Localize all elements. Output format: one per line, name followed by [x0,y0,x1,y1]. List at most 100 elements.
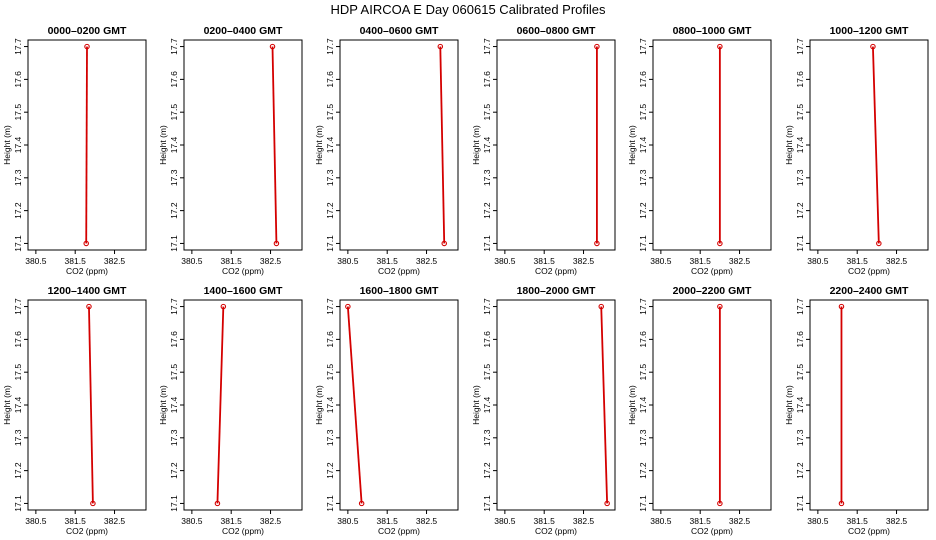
x-tick-label: 381.5 [377,256,399,266]
data-point [273,240,280,247]
data-point [838,303,845,310]
panel-title: 1000–1200 GMT [830,25,909,37]
x-axis-label: CO2 (ppm) [848,526,890,536]
y-tick-label: 17.7 [325,298,335,315]
y-tick-label: 17.3 [169,429,179,446]
plot-frame [652,299,772,511]
plot-frame [652,39,772,251]
y-tick-label: 17.1 [482,495,492,512]
x-tick-label: 382.5 [729,516,751,526]
profile-line [216,306,225,504]
y-tick-label: 17.3 [325,429,335,446]
x-tick-label: 382.5 [729,256,751,266]
y-tick-label: 17.3 [795,429,805,446]
y-tick-label: 17.6 [795,71,805,88]
x-axis-label: CO2 (ppm) [66,266,108,276]
chart-panel: 0000–0200 GMT 380.5 381.5 382.5 17.1 17.2 17.3… [2,25,147,276]
y-tick-label: 17.7 [169,38,179,55]
chart-panel: 0600–0800 GMT 380.5 381.5 382.5 17.1 17.2 17.3… [471,25,616,276]
y-tick-label: 17.7 [795,298,805,315]
chart-panel: 0800–1000 GMT 380.5 381.5 382.5 17.1 17.2 17.3… [627,25,772,276]
panel-title: 0800–1000 GMT [673,25,752,37]
y-tick-label: 17.6 [795,331,805,348]
x-tick-label: 380.5 [337,256,359,266]
y-tick-label: 17.3 [638,429,648,446]
y-tick-label: 17.1 [169,235,179,252]
x-tick-label: 382.5 [416,256,438,266]
x-axis-label: CO2 (ppm) [535,266,577,276]
y-tick-label: 17.4 [169,136,179,153]
x-tick-label: 381.5 [65,516,87,526]
x-axis-label: CO2 (ppm) [66,526,108,536]
x-axis-label: CO2 (ppm) [222,526,264,536]
y-axis-label: Height (m) [784,385,794,425]
x-tick-label: 382.5 [260,516,282,526]
x-tick-label: 382.5 [886,256,908,266]
x-tick-label: 381.5 [847,516,869,526]
profile-line [872,46,880,244]
x-tick-label: 380.5 [494,256,516,266]
data-point [717,240,723,247]
y-axis-label: Height (m) [784,125,794,165]
y-tick-label: 17.5 [169,104,179,121]
y-tick-label: 17.2 [13,202,23,219]
y-tick-label: 17.4 [795,136,805,153]
y-tick-label: 17.2 [795,202,805,219]
x-tick-label: 380.5 [25,516,47,526]
y-tick-label: 17.6 [13,71,23,88]
y-axis-label: Height (m) [471,385,481,425]
y-tick-label: 17.3 [13,429,23,446]
x-tick-label: 381.5 [690,516,712,526]
y-tick-label: 17.2 [325,202,335,219]
x-axis-label: CO2 (ppm) [378,526,420,536]
y-tick-label: 17.1 [169,495,179,512]
y-tick-label: 17.1 [795,235,805,252]
y-tick-label: 17.6 [325,331,335,348]
y-tick-label: 17.4 [325,136,335,153]
data-point [838,500,845,507]
profile-line [439,46,446,244]
y-tick-label: 17.5 [13,104,23,121]
y-tick-label: 17.2 [638,462,648,479]
x-tick-label: 381.5 [534,516,556,526]
y-tick-label: 17.1 [482,235,492,252]
profile-line [85,46,88,244]
chart-panel: 1800–2000 GMT 380.5 381.5 382.5 17.1 17.2 17.3… [471,285,616,536]
data-point [594,240,600,247]
x-tick-label: 380.5 [807,516,829,526]
chart-panel: 1400–1600 GMT 380.5 381.5 382.5 17.1 17.2 17.3… [158,285,303,536]
chart-panel: 1600–1800 GMT 380.5 381.5 382.5 17.1 17.2 17.3… [314,285,459,536]
plot-frame [809,39,929,251]
x-axis-label: CO2 (ppm) [848,266,890,276]
y-tick-label: 17.5 [325,364,335,381]
x-tick-label: 382.5 [573,256,595,266]
y-tick-label: 17.1 [638,495,648,512]
data-point [83,240,89,247]
x-tick-label: 380.5 [494,516,516,526]
x-tick-label: 380.5 [337,516,359,526]
y-tick-label: 17.5 [169,364,179,381]
chart-panel: 0400–0600 GMT 380.5 381.5 382.5 17.1 17.2 17.3… [314,25,459,276]
y-tick-label: 17.1 [13,495,23,512]
plot-frame [183,39,303,251]
y-tick-label: 17.5 [13,364,23,381]
x-axis-label: CO2 (ppm) [535,526,577,536]
x-tick-label: 381.5 [690,256,712,266]
y-tick-label: 17.5 [795,104,805,121]
panel-title: 0000–0200 GMT [48,25,127,37]
profile-line [271,46,278,244]
y-tick-label: 17.7 [13,38,23,55]
data-point [598,303,604,310]
y-tick-label: 17.5 [638,364,648,381]
y-tick-label: 17.4 [325,396,335,413]
x-tick-label: 380.5 [807,256,829,266]
profile-line [88,306,94,504]
data-point [876,240,882,247]
y-tick-label: 17.7 [638,298,648,315]
data-point [220,303,227,310]
y-tick-label: 17.2 [482,462,492,479]
y-axis-label: Height (m) [2,385,12,425]
y-tick-label: 17.7 [482,298,492,315]
data-point [717,500,723,507]
panel-title: 2200–2400 GMT [830,285,909,297]
